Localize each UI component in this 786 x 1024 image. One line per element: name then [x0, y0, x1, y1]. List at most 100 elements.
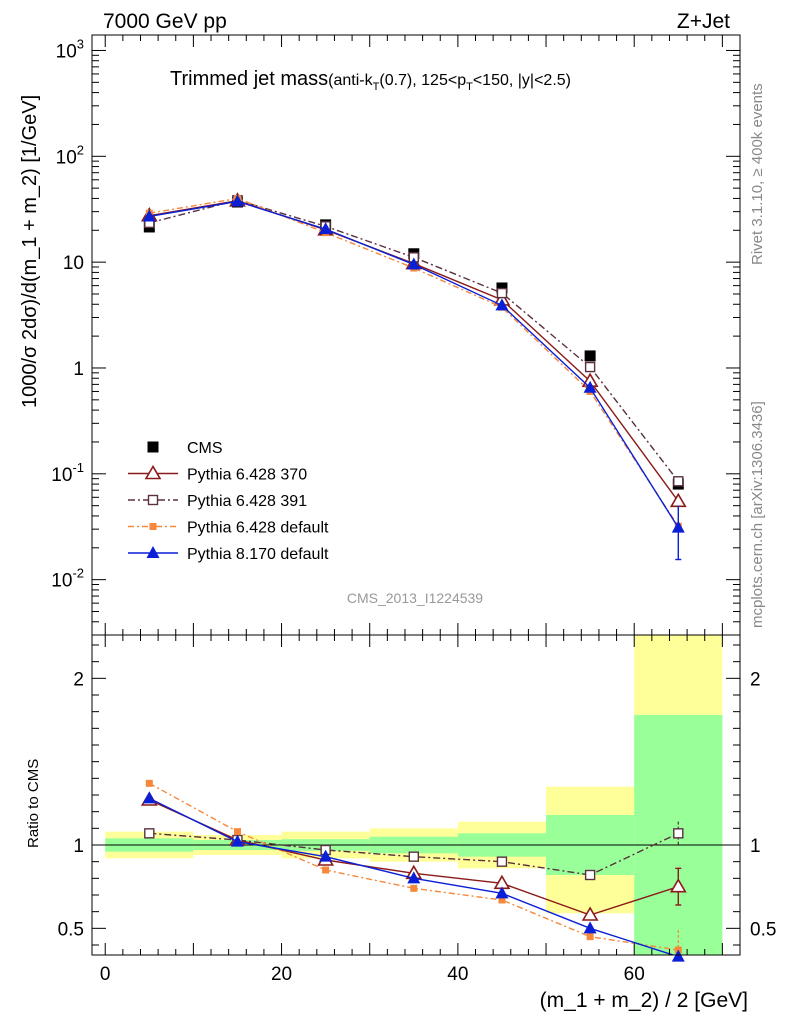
y-tick-label: 102: [56, 142, 84, 168]
legend-marker-p6def: [149, 523, 157, 530]
y-tick-label-exponent: -1: [72, 460, 84, 475]
y-tick-label-base: 10: [63, 253, 84, 274]
ratio-y-tick-label-right: 2: [750, 669, 761, 690]
legend-marker-p370: [144, 464, 162, 480]
ratio-point-p8: [671, 949, 685, 962]
ratio-point-p391: [673, 828, 684, 839]
data-point-p391: [584, 361, 596, 373]
ratio-point-p391: [144, 828, 155, 839]
data-point-p8: [319, 222, 333, 235]
ratio-y-tick-label: 1: [73, 836, 84, 857]
mcplots-label: mcplots.cern.ch [arXiv:1306.3436]: [749, 401, 766, 628]
ratio-point-p8: [583, 921, 597, 934]
data-point-p8: [583, 380, 597, 393]
plot-title-sub-p-index: T: [466, 81, 473, 93]
ratio-point-p370: [669, 878, 687, 893]
ratio-bands: [105, 635, 723, 955]
ratio-y-tick-label-right: 0.5: [750, 919, 776, 940]
x-axis-label: (m_1 + m_2) / 2 [GeV]: [540, 989, 748, 1012]
x-tick-label: 20: [271, 964, 292, 985]
data-point-p8: [407, 257, 421, 270]
upper-y-axis-label: 1000/σ 2dσ)/d(m_1 + m_2) [1/GeV]: [19, 95, 41, 408]
x-tick-label: 40: [447, 964, 468, 985]
plot-title-sub-k-index: T: [373, 81, 380, 93]
data-point-p391: [673, 476, 684, 487]
upper-axis-ticks: [92, 35, 740, 636]
ratio-point-p370: [581, 906, 599, 921]
ratio-point-p6def: [233, 828, 241, 836]
ratio-point-p8: [230, 834, 244, 847]
y-tick-label-base: 10: [56, 147, 77, 168]
y-tick-label-base: 10: [51, 571, 72, 592]
ratio-point-p8: [319, 849, 333, 862]
ratio-point-p8: [495, 886, 509, 899]
ratio-y-tick-label: 0.5: [58, 919, 84, 940]
y-tick-label-base: 10: [56, 41, 77, 62]
plot-title-sub-mid: (0.7), 125<p: [379, 72, 466, 89]
ratio-point-p6def: [410, 884, 418, 892]
data-point-p8: [230, 194, 244, 207]
ratio-y-tick-label: 2: [73, 669, 84, 690]
y-tick-label-exponent: -2: [72, 566, 84, 581]
ratio-point-p6def: [498, 896, 506, 904]
lower-axis-ticks: [92, 635, 740, 955]
analysis-id: CMS_2013_I1224539: [347, 590, 483, 606]
ratio-point-p8: [407, 871, 421, 884]
lower-x-tick-labels: 0 20 40 60: [100, 964, 645, 985]
plot-title-main: Trimmed jet mass: [170, 68, 328, 90]
y-tick-label: 10: [63, 253, 84, 274]
data-point-p8: [671, 520, 685, 533]
series-line-p391: [149, 199, 679, 482]
legend-label-p6def: Pythia 6.428 default: [187, 520, 329, 537]
data-point-p391: [496, 287, 508, 299]
ratio-y-tick-label-right: 1: [750, 836, 761, 857]
ratio-point-p391: [584, 869, 596, 881]
y-tick-label: 103: [56, 36, 84, 62]
ratio-point-p6def: [145, 779, 153, 787]
ratio-point-p391: [496, 856, 508, 867]
upper-frame: [91, 34, 741, 636]
data-point-cms: [584, 350, 596, 362]
ratio-point-p391: [408, 851, 419, 862]
data-point-p8: [142, 209, 156, 222]
legend-label-cms: CMS: [187, 440, 223, 457]
ratio-point-p6def: [586, 933, 594, 941]
legend-marker-cms: [147, 441, 159, 453]
series-p8: [142, 194, 685, 561]
data-point-p370: [669, 492, 687, 508]
y-tick-label-exponent: 3: [77, 36, 84, 51]
header-left: 7000 GeV pp: [103, 10, 227, 33]
upper-series: [140, 192, 687, 561]
ratio-point-p8: [142, 791, 156, 804]
lower-panel: 0.5 0.5 1 1 2 2 0 20 40 60 Ratio to CMS (m_1 + m…: [25, 634, 777, 1012]
legend-label-p391: Pythia 6.428 391: [187, 493, 307, 510]
legend-marker-p8: [146, 546, 160, 558]
ratio-series-p8: [142, 791, 685, 962]
plot-title-sub-end: <150, |y|<2.5): [473, 72, 571, 89]
legend-label-p8: Pythia 8.170 default: [187, 546, 329, 563]
x-tick-label: 60: [624, 964, 645, 985]
x-tick-label: 0: [100, 964, 111, 985]
header-right: Z+Jet: [677, 10, 730, 33]
y-tick-label: 10-1: [51, 460, 84, 486]
data-point-p8: [495, 298, 509, 311]
lower-y-axis-label: Ratio to CMS: [25, 759, 42, 848]
ratio-point-p6def: [322, 866, 330, 874]
series-cms: [143, 196, 684, 490]
plot-title-sub: (anti-k: [328, 72, 373, 89]
y-tick-label-exponent: 2: [77, 142, 84, 157]
series-line-p370: [149, 200, 679, 502]
series-p370: [140, 192, 687, 508]
lower-y-tick-labels: 0.5 0.5 1 1 2 2: [58, 669, 777, 940]
y-tick-label: 1: [73, 359, 84, 380]
rivet-label: Rivet 3.1.10, ≥ 400k events: [749, 83, 766, 265]
series-p391: [144, 194, 684, 487]
legend-marker-p391: [147, 494, 159, 506]
legend-label-p370: Pythia 6.428 370: [187, 467, 307, 484]
lower-series: [140, 779, 687, 962]
y-tick-label: 10-2: [51, 566, 84, 592]
y-tick-label-base: 1: [73, 359, 84, 380]
